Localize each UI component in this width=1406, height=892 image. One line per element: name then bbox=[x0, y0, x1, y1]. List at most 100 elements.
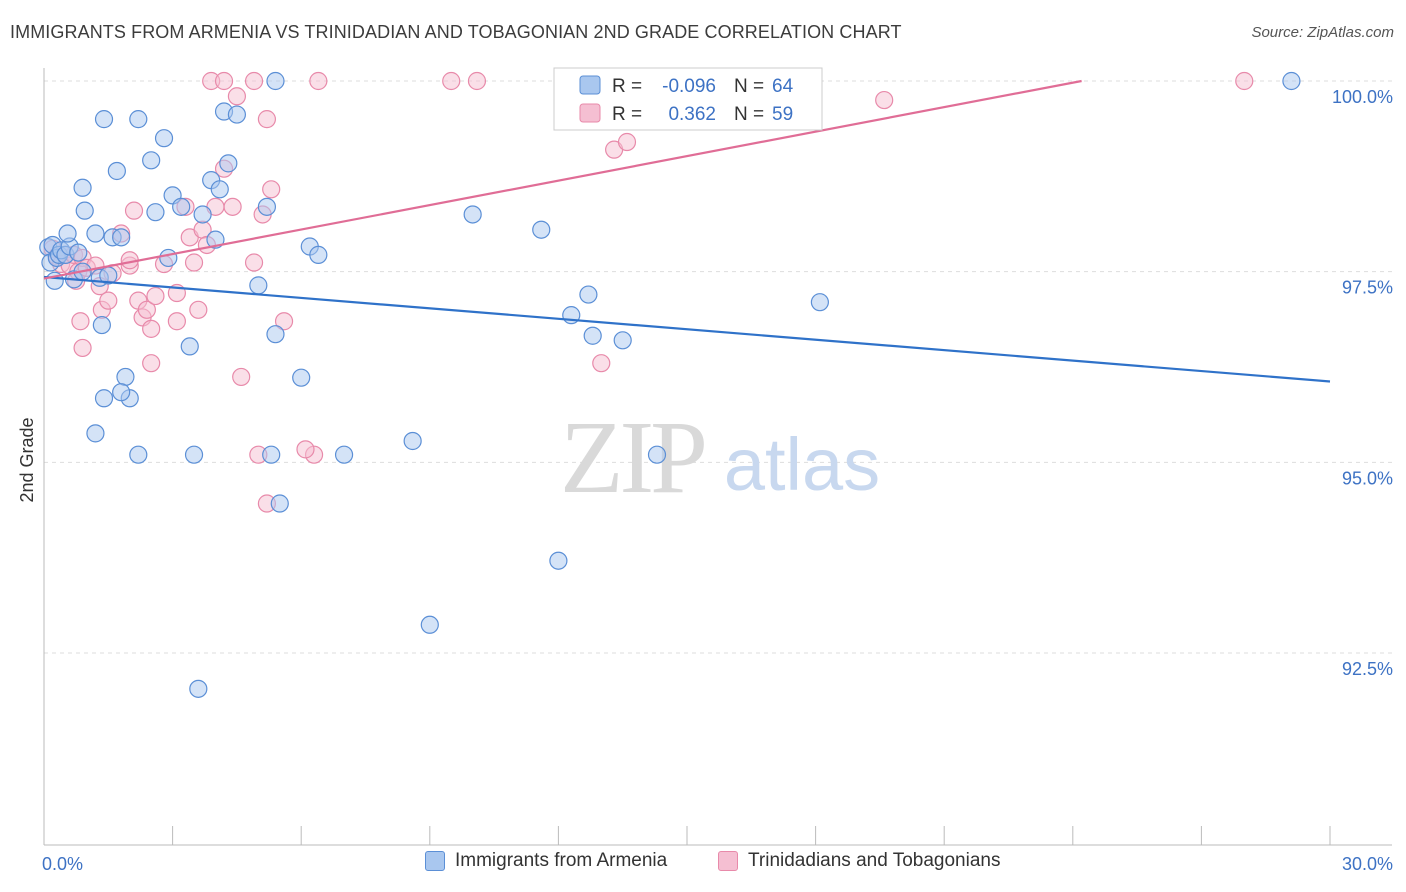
armenia-point bbox=[420, 615, 439, 634]
trinidadians-point bbox=[309, 71, 328, 91]
armenia-point bbox=[262, 445, 281, 464]
armenia-point bbox=[142, 151, 161, 170]
trinidadians-point bbox=[124, 201, 144, 220]
armenia-point bbox=[112, 228, 131, 247]
trend-line-trinidadians bbox=[43, 79, 1082, 280]
armenia-point bbox=[206, 230, 225, 249]
chart-title: IMMIGRANTS FROM ARMENIA VS TRINIDADIAN A… bbox=[10, 22, 902, 42]
armenia-point bbox=[129, 110, 148, 129]
trinidadians-point bbox=[244, 71, 264, 91]
trinidadians-point bbox=[296, 440, 315, 459]
stats-n-value: 59 bbox=[772, 104, 793, 125]
stats-r-label: R = bbox=[612, 76, 642, 97]
tick-labels: 100.0% 97.5% 95.0% 92.5% 0.0% 30.0% bbox=[42, 87, 1393, 874]
stats-swatch-pink bbox=[579, 103, 601, 123]
armenia-point bbox=[189, 679, 208, 698]
armenia-point bbox=[270, 494, 289, 513]
armenia-point bbox=[613, 331, 632, 350]
armenia-point bbox=[154, 129, 174, 148]
trinidadians-point bbox=[1235, 71, 1254, 91]
armenia-point bbox=[249, 276, 268, 295]
legend-item-trinidadians: Trinidadians and Tobagonians bbox=[718, 850, 1000, 872]
legend-label-armenia: Immigrants from Armenia bbox=[455, 850, 668, 871]
stats-n-label: N = bbox=[734, 104, 764, 125]
armenia-point bbox=[69, 243, 88, 262]
trinidadians-point bbox=[875, 90, 894, 110]
armenia-point bbox=[86, 424, 105, 443]
trinidadians-point bbox=[257, 110, 277, 129]
armenia-point bbox=[92, 315, 111, 335]
y-axis-title-group: 2nd Grade bbox=[17, 417, 37, 502]
trinidadians-point bbox=[227, 87, 246, 106]
armenia-point bbox=[403, 431, 422, 451]
trinidadians-point bbox=[137, 300, 156, 319]
trend-line-armenia bbox=[43, 275, 1331, 383]
trinidadians-point bbox=[184, 253, 204, 272]
armenia-point bbox=[810, 293, 829, 312]
armenia-point bbox=[309, 245, 328, 264]
armenia-point bbox=[1282, 71, 1301, 91]
y-tick-label: 95.0% bbox=[1342, 468, 1393, 488]
armenia-point bbox=[463, 205, 482, 224]
armenia-point bbox=[172, 197, 191, 216]
y-tick-label: 92.5% bbox=[1342, 659, 1393, 679]
armenia-point bbox=[266, 71, 285, 91]
trinidadians-point bbox=[73, 338, 92, 358]
legend-item-armenia: Immigrants from Armenia bbox=[425, 850, 667, 872]
armenia-point bbox=[180, 337, 199, 356]
armenia-point bbox=[107, 161, 126, 181]
trinidadians-point bbox=[146, 286, 165, 306]
stats-box: R = -0.096 N = 64 R = 0.362 N = 59 bbox=[553, 67, 823, 131]
armenia-point bbox=[257, 197, 277, 216]
trend-lines bbox=[43, 79, 1331, 383]
armenia-point bbox=[116, 367, 135, 387]
armenia-point bbox=[75, 201, 94, 220]
stats-r-label: R = bbox=[612, 104, 642, 125]
stats-n-value: 64 bbox=[772, 76, 794, 97]
x-tick-label: 0.0% bbox=[42, 854, 83, 874]
trinidadians-point bbox=[189, 300, 208, 319]
trinidadians-point bbox=[71, 312, 90, 331]
armenia-point bbox=[94, 389, 114, 408]
trinidadians-point bbox=[223, 197, 242, 216]
armenia-point bbox=[73, 178, 92, 197]
y-axis-title: 2nd Grade bbox=[17, 417, 37, 502]
armenia-point bbox=[94, 110, 114, 129]
trinidadians-point bbox=[617, 132, 637, 152]
trinidadians-point bbox=[142, 319, 161, 338]
legend: Immigrants from Armenia Trinidadians and… bbox=[0, 850, 1406, 880]
legend-label-trinidadians: Trinidadians and Tobagonians bbox=[748, 850, 1001, 871]
trinidadians-point bbox=[467, 71, 487, 91]
armenia-point bbox=[146, 203, 165, 222]
trinidadians-point bbox=[99, 291, 118, 310]
armenia-point bbox=[184, 445, 204, 464]
trinidadians-point bbox=[214, 71, 234, 91]
armenia-point bbox=[292, 368, 311, 387]
stats-n-label: N = bbox=[734, 76, 764, 97]
armenia-point bbox=[647, 445, 667, 464]
armenia-point bbox=[86, 224, 105, 243]
watermark: ZIP atlas bbox=[560, 400, 880, 515]
stats-r-value: -0.096 bbox=[662, 76, 716, 97]
trinidadians-point bbox=[592, 354, 611, 373]
armenia-point bbox=[112, 383, 131, 402]
armenia-point bbox=[193, 205, 212, 224]
source-label: Source: ZipAtlas.com bbox=[1251, 24, 1394, 41]
axes bbox=[43, 68, 1392, 846]
watermark-zip: ZIP bbox=[560, 400, 704, 515]
watermark-atlas: atlas bbox=[724, 423, 880, 506]
series-armenia-points bbox=[39, 71, 1301, 698]
stats-r-value: 0.362 bbox=[668, 104, 716, 125]
trinidadians-point bbox=[167, 312, 186, 331]
armenia-point bbox=[159, 248, 178, 268]
armenia-point bbox=[549, 551, 568, 570]
stats-swatch-blue bbox=[579, 75, 601, 95]
legend-swatch-trinidadians bbox=[718, 851, 738, 871]
armenia-point bbox=[227, 105, 246, 124]
trinidadians-point bbox=[232, 367, 251, 387]
armenia-point bbox=[583, 326, 602, 345]
trinidadians-point bbox=[274, 312, 294, 331]
armenia-point bbox=[266, 325, 285, 344]
armenia-point bbox=[532, 220, 551, 239]
